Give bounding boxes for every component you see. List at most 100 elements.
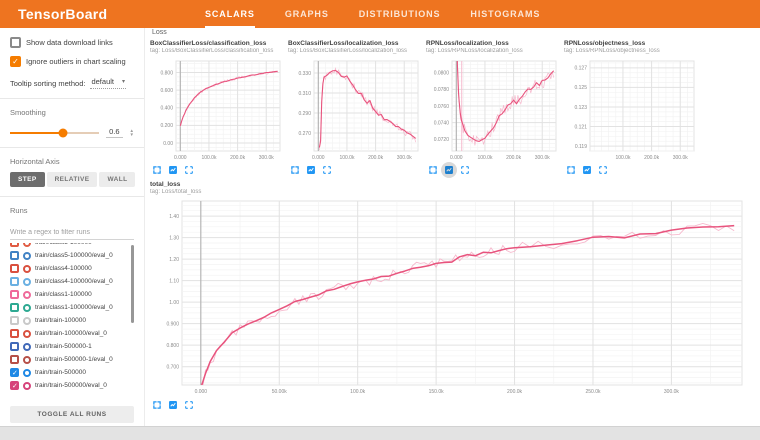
smoothing-slider-thumb[interactable] [58, 128, 68, 137]
box-classifier-localization-loss-plot[interactable]: 0.000 100.0k 200.0k 300.0k 0.270 0.290 0.310 0.… [288, 56, 421, 162]
fit-domain-icon[interactable] [184, 400, 194, 410]
svg-text:1.00: 1.00 [169, 300, 179, 306]
total-loss-plot[interactable]: 0.000 50.00k 100.0k 150.0k 200.0k 250.0k 300.0… [150, 197, 750, 397]
stepper-down-icon[interactable]: ▼ [129, 131, 134, 137]
tab-scalars[interactable]: SCALARS [205, 0, 255, 28]
app-header: TensorBoard SCALARS GRAPHS DISTRIBUTIONS HI… [0, 0, 760, 28]
log-scale-icon[interactable] [168, 400, 178, 410]
run-item[interactable]: ✓ train/train-500000/eval_0 [10, 379, 134, 392]
smoothing-slider[interactable] [10, 128, 100, 137]
tab-histograms[interactable]: HISTOGRAMS [470, 9, 541, 19]
fit-domain-icon[interactable] [460, 165, 470, 175]
run-item[interactable]: train/class4-100000 [10, 262, 134, 275]
chart-tag: tag: Loss/BoxClassifierLoss/classificati… [150, 48, 274, 54]
run-color-ring [23, 368, 31, 377]
run-item[interactable]: train/class5-100000/eval_0 [10, 249, 134, 262]
run-color-ring [23, 251, 31, 260]
tab-distributions[interactable]: DISTRIBUTIONS [358, 9, 441, 19]
small-charts-row: BoxClassifierLoss/classification_loss tag… [150, 40, 760, 178]
run-item[interactable]: ✓ train/train-500000 [10, 366, 134, 379]
run-checkbox[interactable] [10, 277, 19, 286]
run-color-ring [23, 329, 31, 338]
run-checkbox[interactable] [10, 355, 19, 364]
log-scale-icon[interactable] [441, 162, 457, 178]
expand-icon[interactable] [428, 165, 438, 175]
run-name: train/train-100000 [35, 317, 86, 324]
horizontal-axis-buttons: STEP RELATIVE WALL [10, 172, 136, 187]
run-name: train/train-500000-1/eval_0 [35, 356, 113, 363]
axis-button-wall[interactable]: WALL [99, 172, 136, 187]
expand-icon[interactable] [566, 165, 576, 175]
run-item[interactable]: train/train-100000 [10, 314, 134, 327]
run-item[interactable]: train/train-500000-1/eval_0 [10, 353, 134, 366]
svg-text:100.0k: 100.0k [339, 155, 355, 161]
run-color-ring [23, 303, 31, 312]
run-item[interactable]: train/class1-100000/eval_0 [10, 301, 134, 314]
log-scale-icon[interactable] [168, 165, 178, 175]
run-checkbox[interactable] [10, 342, 19, 351]
run-checkbox[interactable]: ✓ [10, 368, 19, 377]
smoothing-stepper[interactable]: ▲ ▼ [129, 128, 134, 137]
tab-graphs[interactable]: GRAPHS [284, 9, 329, 19]
chart-title: BoxClassifierLoss/classification_loss [150, 40, 267, 47]
runs-filter-input[interactable] [10, 227, 134, 240]
run-item[interactable]: train/class1-100000 [10, 288, 134, 301]
run-checkbox[interactable]: ✓ [10, 381, 19, 390]
run-checkbox[interactable] [10, 264, 19, 273]
run-item[interactable]: train/train-100000/eval_0 [10, 327, 134, 340]
svg-text:0.0800: 0.0800 [434, 70, 450, 76]
axis-button-relative[interactable]: RELATIVE [46, 172, 98, 187]
rpn-localization-loss-plot[interactable]: 0.000 100.0k 200.0k 300.0k 0.0720 0.0740 0.076… [426, 56, 559, 162]
toggle-all-runs-button[interactable]: TOGGLE ALL RUNS [10, 406, 134, 423]
run-item[interactable]: train/class5-100000 [10, 243, 134, 249]
run-item[interactable]: train/class4-100000/eval_0 [10, 275, 134, 288]
chart-card-total-loss: total_loss tag: Loss/total_loss 0.000 50.00… [150, 181, 750, 410]
fit-domain-icon[interactable] [184, 165, 194, 175]
svg-text:150.0k: 150.0k [429, 389, 445, 395]
runs-label: Runs [10, 206, 28, 215]
main-content: Loss BoxClassifierLoss/classification_lo… [146, 28, 760, 426]
svg-text:300.0k: 300.0k [664, 389, 680, 395]
run-checkbox[interactable] [10, 243, 19, 247]
expand-icon[interactable] [152, 165, 162, 175]
tooltip-sort-select[interactable]: default ▾ [90, 77, 127, 89]
run-item[interactable]: train/train-500000-1 [10, 340, 134, 353]
chart-tag: tag: Loss/RPNLoss/localization_loss [426, 48, 523, 54]
chart-title: total_loss [150, 181, 181, 188]
top-nav: SCALARS GRAPHS DISTRIBUTIONS HISTOGRAMS [205, 0, 540, 28]
box-classifier-classification-loss-plot[interactable]: 0.000 100.0k 200.0k 300.0k 0.00 0.200 0.400 0.6… [150, 56, 283, 162]
run-color-ring [23, 290, 31, 299]
fit-domain-icon[interactable] [322, 165, 332, 175]
run-checkbox[interactable] [10, 290, 19, 299]
checkbox[interactable]: ✓ [10, 56, 21, 67]
svg-text:300.0k: 300.0k [535, 155, 551, 161]
fit-domain-icon[interactable] [598, 165, 608, 175]
svg-text:0.400: 0.400 [160, 106, 173, 112]
run-name: train/train-500000-1 [35, 343, 92, 350]
log-scale-icon[interactable] [582, 165, 592, 175]
run-color-ring [23, 277, 31, 286]
run-checkbox[interactable] [10, 303, 19, 312]
svg-text:0.290: 0.290 [298, 111, 311, 117]
stepper-up-icon[interactable]: ▲ [129, 128, 134, 134]
run-name: train/class1-100000 [35, 291, 92, 298]
axis-button-step[interactable]: STEP [10, 172, 45, 187]
chart-title: RPNLoss/objectness_loss [564, 40, 646, 47]
expand-icon[interactable] [290, 165, 300, 175]
runs-list-scrollbar[interactable] [131, 245, 134, 323]
chart-actions [152, 400, 750, 410]
run-checkbox[interactable] [10, 251, 19, 260]
bottom-scrollbar-track[interactable] [0, 426, 760, 440]
category-header-loss[interactable]: Loss [152, 29, 167, 36]
checkbox[interactable] [10, 37, 21, 48]
smoothing-value[interactable]: 0.6 [106, 127, 123, 138]
divider [0, 196, 144, 197]
run-checkbox[interactable] [10, 316, 19, 325]
expand-icon[interactable] [152, 400, 162, 410]
svg-text:0.00: 0.00 [163, 141, 173, 147]
svg-text:1.10: 1.10 [169, 278, 179, 284]
run-checkbox[interactable] [10, 329, 19, 338]
log-scale-icon[interactable] [306, 165, 316, 175]
rpn-objectness-loss-plot[interactable]: 100.0k 200.0k 300.0k 0.119 0.121 0.123 0.125 0.… [564, 56, 697, 162]
